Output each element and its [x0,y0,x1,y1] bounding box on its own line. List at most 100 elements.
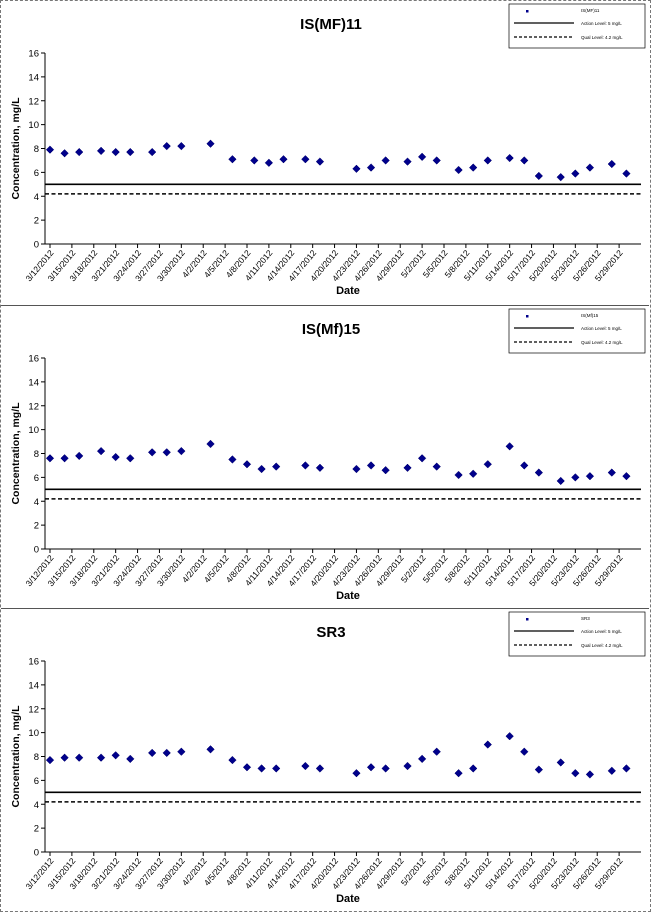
y-tick-label: 0 [34,545,39,556]
data-point [264,158,274,167]
data-point [177,141,186,151]
legend-box [508,611,646,657]
data-point [272,764,281,773]
legend-box [508,3,646,49]
chart-title: SR3 [316,624,345,641]
data-point [206,439,215,449]
data-point [607,159,616,169]
data-point [366,461,376,470]
data-point [556,476,565,486]
data-point [571,169,580,178]
data-point [206,745,215,754]
legend: IS(Mf)15 Action Level: 5 mg/L Qual Level: … [508,308,646,354]
data-point [469,469,478,478]
data-point [352,164,361,173]
data-point [534,468,544,477]
y-tick-label: 4 [34,497,39,508]
y-tick-label: 14 [28,680,39,691]
y-tick-label: 0 [34,848,39,859]
legend-entry: SR3 [581,616,590,621]
y-tick-label: 10 [28,425,39,436]
data-point [483,156,492,165]
data-point [111,751,120,760]
data-series [45,732,631,779]
data-point [571,769,580,778]
data-point [520,461,529,470]
legend-entry: Qual Level: 4.2 mg/L [581,643,623,648]
data-point [403,157,412,166]
y-axis-label: Concentration, mg/L [10,97,22,200]
y-tick-label: 2 [34,521,39,532]
data-point [60,454,69,463]
chart-title: IS(MF)11 [300,16,362,33]
data-point [162,748,171,758]
data-point [585,472,595,481]
data-point [366,763,376,772]
data-point [147,748,157,758]
data-point [469,764,478,773]
x-axis-label: Date [336,590,360,602]
data-point [505,153,514,163]
data-point [60,753,69,762]
y-tick-label: 14 [28,377,39,388]
data-point [45,454,55,463]
data-point [381,156,390,165]
data-point [301,155,310,164]
y-tick-label: 10 [28,120,39,131]
data-point [352,464,361,474]
data-point [585,163,595,172]
data-point [228,155,237,164]
data-point [520,747,529,756]
legend-entry: Qual Level: 4.2 mg/L [581,35,623,40]
data-point [250,156,259,165]
data-point [432,156,441,165]
y-tick-label: 6 [34,168,39,179]
data-point [147,147,157,157]
data-point [126,454,135,463]
data-point [162,141,171,151]
y-tick-label: 6 [34,776,39,787]
data-point [622,169,631,178]
data-point [315,764,325,773]
data-point [301,761,310,771]
y-tick-label: 0 [34,240,39,251]
legend-marker-icon [526,10,529,13]
data-point [75,753,84,762]
legend-box [508,308,646,354]
y-tick-label: 8 [34,144,39,155]
data-point [147,448,157,457]
data-point [96,446,106,456]
y-tick-label: 16 [28,49,39,60]
data-point [242,460,252,469]
data-point [111,452,120,462]
y-tick-label: 12 [28,96,39,107]
y-tick-label: 2 [34,216,39,227]
chart-panel-sr3: SR3 SR3 Action Level: 5 mg/L Qual Level: 4.… [1,609,649,912]
y-tick-label: 16 [28,657,39,668]
data-point [556,758,565,767]
y-tick-label: 10 [28,728,39,739]
data-series [45,139,631,182]
data-point [381,466,390,475]
data-point [279,155,288,164]
data-point [454,470,463,480]
data-point [126,147,135,157]
data-point [432,747,441,756]
y-tick-label: 2 [34,824,39,835]
data-point [469,163,478,172]
data-point [607,468,616,477]
data-point [403,761,412,771]
chart-panel-is-mf-11: IS(MF)11 IS(MF)11 Action Level: 5 mg/L Qual… [1,1,649,304]
data-point [534,171,544,181]
data-point [432,462,441,471]
data-point [301,461,310,470]
data-point [520,156,529,165]
data-point [228,755,237,765]
legend-marker-icon [526,315,529,318]
data-point [177,446,186,456]
data-point [126,754,135,764]
data-point [607,766,616,775]
data-point [403,463,412,472]
data-point [366,163,376,172]
x-axis-label: Date [336,893,360,905]
